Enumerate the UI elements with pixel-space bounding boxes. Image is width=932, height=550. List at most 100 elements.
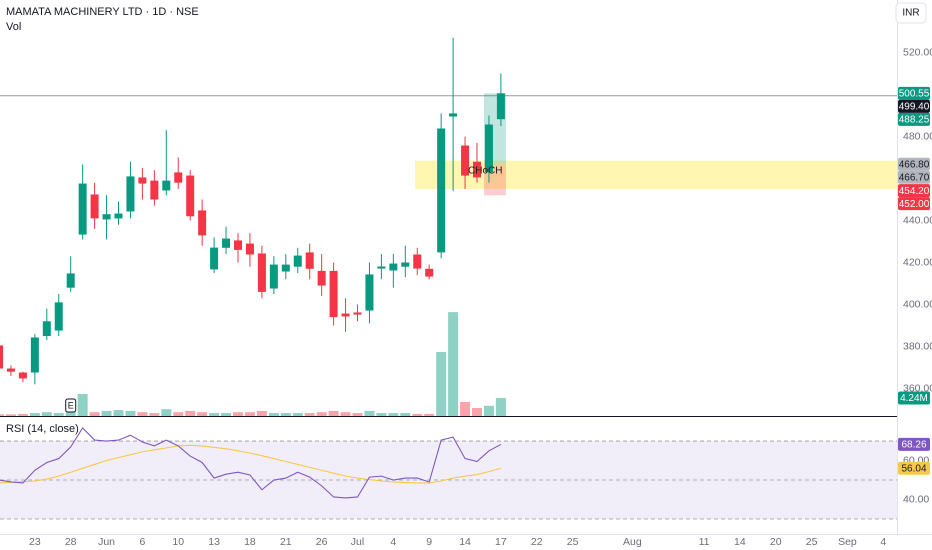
volume-bar — [197, 412, 208, 416]
x-tick-label: 11 — [699, 536, 710, 548]
volume-bar — [412, 413, 423, 416]
rsi-value-box — [898, 437, 930, 451]
price-label-box — [898, 112, 930, 126]
candle-body — [353, 312, 362, 315]
volume-bar — [29, 413, 40, 416]
x-tick-label: 6 — [139, 536, 145, 548]
candle-body — [473, 161, 481, 178]
candle-body — [66, 273, 75, 288]
x-tick-label: 28 — [65, 536, 77, 548]
x-tick-label: 4 — [390, 536, 396, 548]
volume-bar — [53, 413, 64, 416]
y-tick-label: 440.00 — [903, 214, 932, 226]
price-label-box — [898, 197, 930, 211]
volume-bar — [256, 410, 267, 416]
volume-bar — [173, 412, 184, 416]
price-label: 466.80 — [899, 159, 930, 170]
candle-body — [425, 268, 434, 277]
candle-body — [257, 253, 266, 292]
candle-body — [341, 313, 350, 317]
candle-body — [234, 240, 242, 250]
rsi-label: RSI (14, close) — [6, 423, 79, 435]
rsi-line — [0, 427, 502, 499]
volume-bar — [185, 410, 196, 416]
volume-bar — [352, 413, 363, 416]
volume-bar — [424, 413, 435, 416]
volume-label: 4.24M — [900, 393, 928, 404]
candle-body — [222, 238, 231, 248]
candle-body — [174, 172, 183, 183]
candle-body — [0, 345, 3, 369]
candle-body — [245, 243, 254, 255]
candle-body — [126, 176, 135, 212]
y-tick-label: 520.00 — [903, 46, 932, 58]
candle-body — [150, 180, 159, 200]
price-label: 500.55 — [899, 88, 930, 99]
volume-bar — [233, 412, 243, 416]
y-tick-label: 380.00 — [903, 340, 932, 352]
event-marker — [65, 398, 77, 413]
volume-bar — [448, 312, 459, 416]
x-tick-label: 26 — [316, 536, 328, 548]
volume-bar — [41, 412, 52, 416]
x-tick-label: 21 — [280, 536, 292, 548]
volume-bar — [472, 407, 482, 416]
candle-body — [305, 252, 314, 269]
candle-body — [413, 254, 422, 269]
x-tick-label: 25 — [806, 536, 818, 548]
x-tick-label: Sep — [838, 536, 857, 548]
volume-bar — [388, 413, 399, 416]
zone-label: CHoCH — [468, 165, 502, 176]
volume-bar — [328, 410, 339, 416]
price-label-box — [898, 99, 930, 113]
volume-bar — [149, 413, 160, 416]
volume-bar — [113, 410, 124, 416]
volume-bar — [89, 412, 100, 416]
volume-bar — [316, 412, 327, 416]
rsi-value-label: 68.26 — [901, 440, 926, 451]
candle-body — [437, 128, 446, 253]
volume-bar — [400, 413, 411, 416]
x-tick-label: 13 — [208, 536, 220, 548]
x-tick-label: Jul — [351, 536, 364, 548]
price-label: 488.25 — [899, 114, 930, 125]
price-label-box — [898, 184, 930, 198]
x-tick-label: 22 — [531, 536, 543, 548]
candle-body — [365, 274, 374, 311]
volume-bar — [495, 398, 506, 416]
volume-bar — [483, 405, 494, 416]
x-tick-label: Jun — [98, 536, 115, 548]
candle-body — [389, 263, 398, 271]
price-label: 454.20 — [899, 186, 930, 197]
volume-bar — [292, 413, 303, 416]
volume-bar — [304, 413, 315, 416]
volume-bar — [340, 412, 351, 416]
x-tick-label: Aug — [623, 536, 642, 548]
volume-bar — [137, 412, 148, 416]
volume-bar — [101, 410, 112, 416]
volume-bar — [5, 414, 16, 416]
event-label: E — [68, 400, 74, 410]
price-label-box — [898, 170, 930, 184]
candle-body — [198, 210, 207, 236]
candle-body — [6, 368, 15, 372]
x-tick-label: 25 — [567, 536, 579, 548]
volume-bar — [268, 413, 279, 416]
rsi-value-box — [898, 461, 930, 475]
y-tick-label: 420.00 — [903, 256, 932, 268]
volume-bar — [17, 413, 28, 416]
candle-body — [78, 183, 87, 235]
volume-bar — [161, 409, 172, 416]
candle-body — [449, 113, 458, 117]
price-label: 466.70 — [899, 172, 930, 183]
x-tick-label: 23 — [29, 536, 41, 548]
x-tick-label: 20 — [770, 536, 782, 548]
candle-body — [90, 194, 99, 219]
currency-button[interactable] — [895, 2, 927, 24]
volume-bar — [280, 413, 291, 416]
candle-body — [162, 180, 171, 191]
candle-body — [281, 264, 290, 272]
volume-bar — [65, 410, 76, 416]
x-tick-label: 10 — [172, 536, 184, 548]
volume-bar — [244, 412, 255, 416]
